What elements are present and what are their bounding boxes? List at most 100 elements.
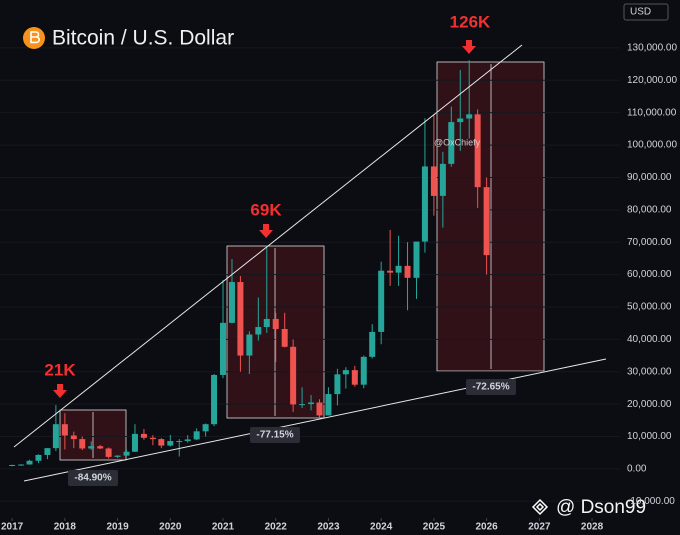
pct-box (68, 470, 118, 486)
candle-body (114, 455, 121, 457)
candle-body (18, 464, 25, 466)
candle-body (149, 437, 156, 440)
candle-body (246, 334, 253, 356)
arrows (53, 40, 476, 398)
candle-body (131, 433, 138, 452)
candle-body (123, 451, 130, 456)
candle-body (474, 114, 481, 188)
candle-body (105, 448, 112, 457)
y-tick-label: 130,000.00 (627, 43, 677, 54)
chart-title: Bitcoin / U.S. Dollar (52, 27, 234, 50)
y-tick-label: 80,000.00 (627, 204, 672, 215)
currency-box (623, 3, 669, 21)
candle-body (61, 424, 68, 436)
candle-body (44, 448, 51, 455)
candle-body (334, 374, 341, 395)
candle-body (237, 282, 244, 356)
candle-body (369, 331, 376, 357)
candle-body (228, 282, 235, 323)
pct-label: -72.65% (472, 382, 509, 393)
y-tick-label: 70,000.00 (627, 237, 672, 248)
candle-body (316, 402, 323, 416)
x-tick-label: 2019 (106, 522, 129, 533)
y-tick-label: 30,000.00 (627, 366, 672, 377)
pct-box (250, 427, 300, 443)
x-tick-label: 2020 (159, 522, 182, 533)
candle-body (351, 370, 358, 385)
y-tick-label: -10,000.00 (627, 496, 675, 507)
logo (531, 498, 549, 516)
candle-body (272, 318, 279, 329)
candle-body (88, 446, 95, 449)
peak-label: 69K (250, 200, 282, 219)
x-tick-label: 2024 (370, 522, 393, 533)
candle-body (211, 374, 218, 425)
x-tick-label: 2026 (475, 522, 498, 533)
candle-body (483, 187, 490, 256)
candle-body (325, 394, 332, 416)
candle-body (421, 166, 428, 242)
pct-label: -84.90% (74, 473, 111, 484)
candle-body (140, 433, 147, 438)
candle-body (387, 270, 394, 273)
candle-body (439, 163, 446, 196)
arrow (53, 384, 67, 398)
candle-body (70, 435, 77, 440)
y-tick-label: 90,000.00 (627, 172, 672, 183)
credit: @ Dson99 (556, 497, 646, 518)
candle-body (184, 439, 191, 442)
candle-body (378, 270, 385, 332)
x-tick-label: 2022 (265, 522, 288, 533)
x-tick-label: 2027 (528, 522, 551, 533)
candle-body (26, 460, 33, 465)
candle-body (158, 439, 165, 446)
candle-body (448, 122, 455, 164)
trend-line (13, 44, 523, 448)
candle-body (176, 441, 183, 443)
bitcoin-icon (23, 27, 45, 49)
candle-body (255, 327, 262, 335)
peak-label: 21K (44, 360, 76, 379)
y-tick-label: 0.00 (627, 464, 647, 475)
box (436, 61, 545, 372)
x-tick-label: 2018 (54, 522, 77, 533)
candle-body (308, 402, 315, 405)
pct-box (466, 379, 516, 395)
watermark: @OxChiefy (434, 137, 481, 147)
pct-label: -77.15% (256, 430, 293, 441)
candle-body (290, 346, 297, 405)
y-tick-label: 40,000.00 (627, 334, 672, 345)
candle-body (263, 318, 270, 328)
x-tick-label: 2025 (423, 522, 446, 533)
x-tick-label: 2017 (1, 522, 24, 533)
bitcoin-glyph (30, 31, 40, 44)
y-tick-label: 110,000.00 (627, 107, 677, 118)
candle-body (413, 241, 420, 278)
y-tick-label: 20,000.00 (627, 399, 672, 410)
arrow (462, 40, 476, 54)
x-tick-label: 2023 (317, 522, 340, 533)
x-tick-label: 2028 (581, 522, 604, 533)
y-tick-label: 60,000.00 (627, 269, 672, 280)
candle-body (395, 265, 402, 273)
candle-body (299, 404, 306, 406)
candle-body (79, 439, 86, 449)
candle-body (281, 328, 288, 347)
candle-body (466, 114, 473, 119)
candle-body (342, 370, 349, 375)
y-tick-label: 100,000.00 (627, 140, 677, 151)
x-tick-label: 2021 (212, 522, 235, 533)
candle-body (220, 322, 227, 375)
candle-body (360, 356, 367, 385)
candle-body (457, 118, 464, 123)
candle-body (404, 265, 411, 278)
candle-body (193, 431, 200, 440)
y-tick-label: 50,000.00 (627, 302, 672, 313)
candle-body (202, 424, 209, 432)
y-tick-label: 10,000.00 (627, 431, 672, 442)
plot (0, 47, 620, 502)
currency: USD (630, 7, 651, 18)
peak-label: 126K (450, 12, 491, 31)
